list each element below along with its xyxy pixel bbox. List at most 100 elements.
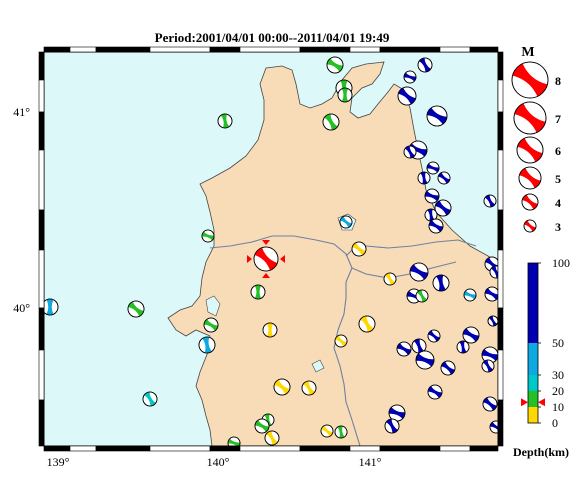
event-marker [426,161,440,175]
event-marker [334,334,348,348]
event-marker [127,300,145,318]
event-marker [440,360,456,376]
event-marker [203,317,219,333]
event-marker [262,322,278,338]
magnitude-legend-ball [516,136,544,164]
event-marker [483,194,497,208]
magnitude-legend-ball [511,61,549,99]
lake-small [311,359,325,373]
depth-tick-label: 0 [552,416,558,430]
depth-tick-label: 100 [552,256,570,270]
event-marker [326,56,344,74]
depth-marker-arrow [521,398,528,407]
event-marker [424,188,440,204]
event-marker [403,70,417,84]
event-marker [417,57,433,73]
event-marker [434,199,452,217]
magnitude-legend-ball [523,219,537,233]
event-marker [417,171,431,185]
event-marker [301,380,317,396]
event-marker [481,346,499,364]
event-marker [415,289,429,303]
magnitude-legend-ball [518,166,542,190]
highlight-arrow [262,240,270,245]
depth-color-band [528,263,538,343]
event-marker [339,215,353,229]
event-marker [198,336,216,354]
event-marker [426,105,448,127]
event-marker [250,284,266,300]
depth-tick-label: 50 [552,336,564,350]
event-marker [142,391,158,407]
prefecture-borders [209,235,477,446]
event-marker [264,430,280,446]
magnitude-legend-ball [513,101,547,135]
event-marker [41,298,59,316]
event-marker [463,288,477,302]
event-marker [403,145,417,159]
magnitude-legend: M 8 7 6 5 4 3 [511,45,561,234]
depth-tick-label: 20 [552,384,564,398]
event-marker [482,396,498,412]
earthquake-events [41,56,503,450]
event-marker [396,341,412,357]
map-title: Period:2001/04/01 00:00--2011/04/01 19:4… [155,30,390,45]
event-marker [388,404,406,422]
event-marker [201,229,215,243]
highlight-arrow [262,273,270,278]
event-marker [415,350,435,370]
magnitude-legend-label: 3 [555,220,561,234]
event-marker [427,384,443,400]
highlighted-event-marker [253,246,279,272]
highlight-arrow [247,255,252,263]
depth-tick-label: 30 [552,368,564,382]
event-marker [384,418,400,434]
event-marker [487,315,499,327]
magnitude-legend-ball [521,193,539,211]
event-marker [428,218,444,234]
event-marker [437,171,451,185]
event-marker [383,272,397,286]
event-marker [397,86,417,106]
lat-tick-40: 40° [13,301,30,315]
event-marker [427,329,441,343]
magnitude-legend-label: 8 [555,74,561,88]
event-marker [273,378,291,396]
lon-tick-140: 140° [207,455,230,469]
event-marker [320,424,334,438]
depth-color-band [528,375,538,391]
event-marker [484,286,500,302]
lagoon [205,295,221,317]
depth-color-band [528,343,538,375]
lon-tick-141: 141° [359,455,382,469]
event-marker [481,359,495,373]
lon-tick-139: 139° [47,455,70,469]
magnitude-legend-label: 4 [555,196,561,210]
depth-legend-title: Depth(km) [513,445,569,459]
depth-color-band [528,391,538,407]
event-marker [254,418,270,434]
depth-tick-label: 10 [552,400,564,414]
event-marker [409,262,429,282]
event-marker [462,326,480,344]
event-marker [334,425,348,439]
magnitude-legend-label: 5 [555,172,561,186]
event-marker [456,340,470,354]
map-frame [38,46,504,452]
event-marker [432,274,450,292]
event-marker [411,338,427,354]
event-marker [358,315,376,333]
magnitude-legend-heading: M [521,45,534,60]
lat-tick-41: 41° [13,105,30,119]
magnitude-legend-label: 6 [555,144,561,158]
event-marker [322,113,340,131]
event-marker [217,113,233,129]
depth-marker-arrow [538,398,545,407]
depth-color-band [528,407,538,423]
magnitude-legend-label: 7 [555,112,561,126]
highlight-arrow [280,255,285,263]
event-marker [351,241,367,257]
event-marker [337,87,353,103]
